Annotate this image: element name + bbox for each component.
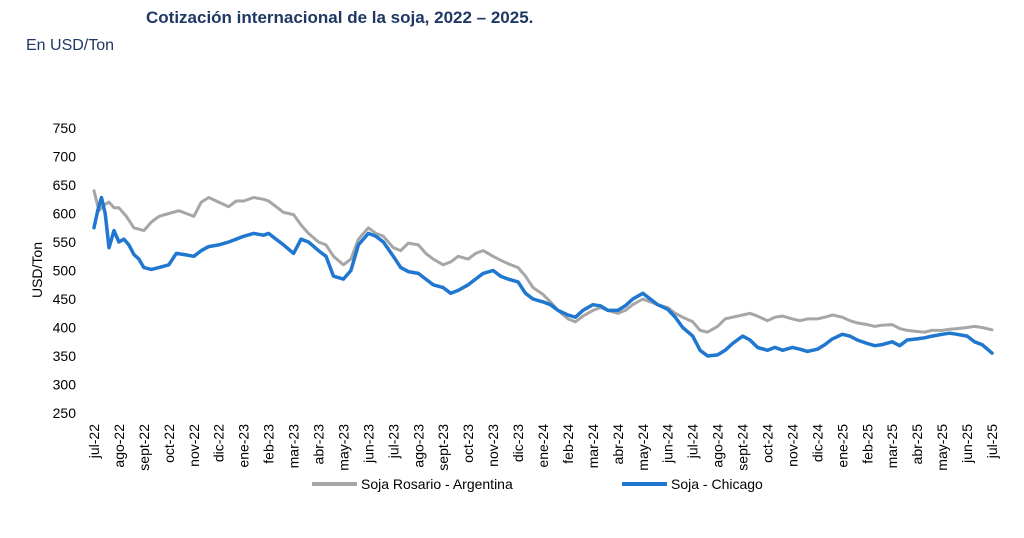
x-tick-label: ene-25 [834,424,850,468]
y-axis-label: USD/Ton [29,242,45,298]
x-tick-label: ene-23 [236,424,252,468]
y-tick-label: 500 [53,263,77,279]
legend-label: Soja - Chicago [671,476,763,492]
x-tick-label: dic-22 [211,424,227,462]
y-tick-label: 300 [53,377,77,393]
legend-label: Soja Rosario - Argentina [361,476,513,492]
x-tick-label: jul-24 [685,424,701,459]
x-tick-label: nov-22 [186,424,202,467]
x-tick-label: jun-23 [360,424,376,464]
y-tick-label: 350 [53,348,77,364]
y-tick-label: 700 [53,149,77,165]
y-tick-label: 400 [53,320,77,336]
x-tick-label: dic-23 [510,424,526,462]
x-tick-label: jun-25 [959,424,975,464]
x-tick-label: nov-24 [784,424,800,467]
series-line-rosario [92,189,994,334]
chart-subtitle: En USD/Ton [26,37,115,54]
x-tick-label: jun-24 [660,424,676,464]
x-tick-label: mar-25 [884,424,900,469]
x-tick-label: abr-23 [311,424,327,465]
x-tick-label: mar-24 [585,424,601,469]
x-tick-label: feb-23 [261,424,277,464]
x-tick-label: ago-23 [410,424,426,468]
y-tick-label: 450 [53,291,77,307]
x-tick-label: oct-24 [760,424,776,463]
x-tick-label: ago-24 [710,424,726,468]
x-tick-label: jul-22 [86,424,102,459]
x-tick-label: may-23 [335,424,351,471]
x-tick-label: feb-25 [859,424,875,464]
y-tick-label: 650 [53,177,77,193]
x-tick-label: mar-23 [286,424,302,469]
x-tick-label: nov-23 [485,424,501,467]
x-tick-label: oct-22 [161,424,177,463]
x-tick-label: jul-23 [385,424,401,459]
y-tick-label: 600 [53,206,77,222]
series-line-chicago [92,195,994,358]
x-tick-label: sept-23 [435,424,451,471]
x-tick-label: oct-23 [460,424,476,463]
x-tick-label: dic-24 [809,424,825,462]
x-tick-label: feb-24 [560,424,576,464]
x-tick-label: abr-25 [909,424,925,465]
x-tick-label: abr-24 [610,424,626,465]
y-tick-label: 250 [53,405,77,421]
y-tick-label: 750 [53,120,77,136]
x-tick-label: may-25 [934,424,950,471]
x-tick-label: may-24 [635,424,651,471]
x-tick-label: sept-24 [735,424,751,471]
x-tick-label: ene-24 [535,424,551,468]
y-tick-label: 550 [53,234,77,250]
x-tick-label: ago-22 [111,424,127,468]
chart-title: Cotización internacional de la soja, 202… [146,8,534,27]
x-tick-label: jul-25 [984,424,1000,459]
x-tick-label: sept-22 [136,424,152,471]
